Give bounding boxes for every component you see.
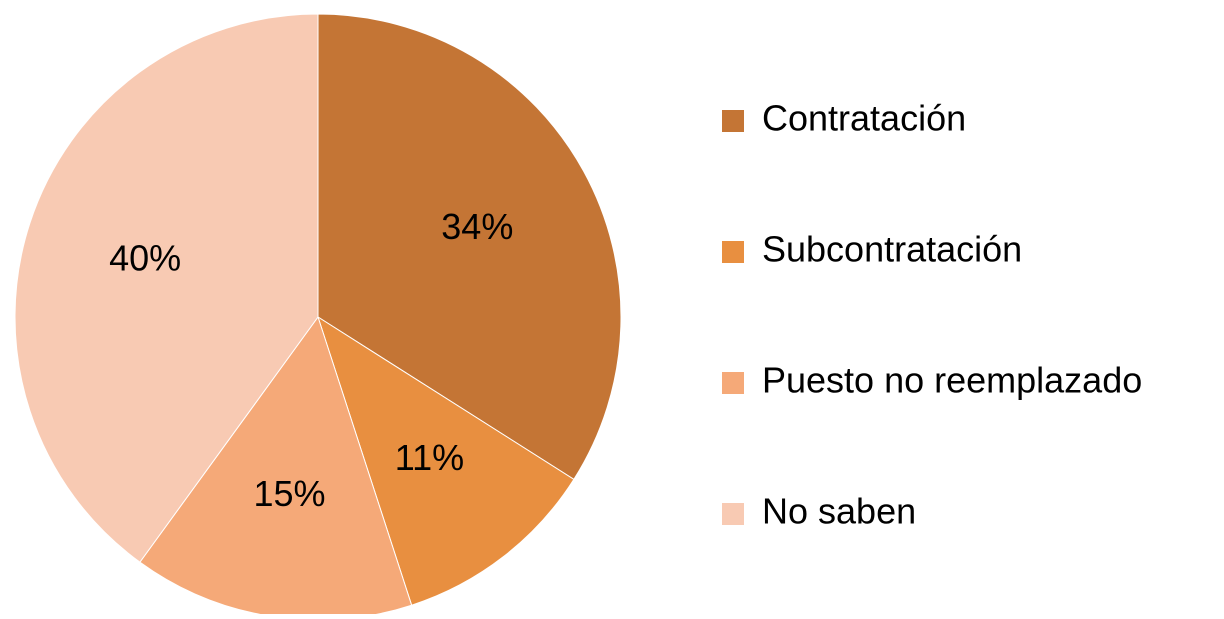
data-label: 11%: [395, 437, 464, 478]
data-label: 40%: [109, 237, 181, 278]
legend-label: Subcontratación: [762, 229, 1022, 270]
pie-slice: [14, 13, 319, 563]
legend-label: No saben: [762, 491, 916, 532]
legend-swatch: [722, 503, 744, 525]
legend-swatch: [722, 110, 744, 132]
legend-swatch: [722, 241, 744, 263]
pie-slice: [317, 315, 575, 606]
legend-swatch: [722, 372, 744, 394]
pie-slice: [317, 13, 622, 481]
legend-label: Contratación: [762, 98, 966, 139]
legend-label: Puesto no reemplazado: [762, 360, 1142, 401]
data-label: 15%: [254, 473, 326, 514]
data-label: 34%: [441, 206, 513, 247]
